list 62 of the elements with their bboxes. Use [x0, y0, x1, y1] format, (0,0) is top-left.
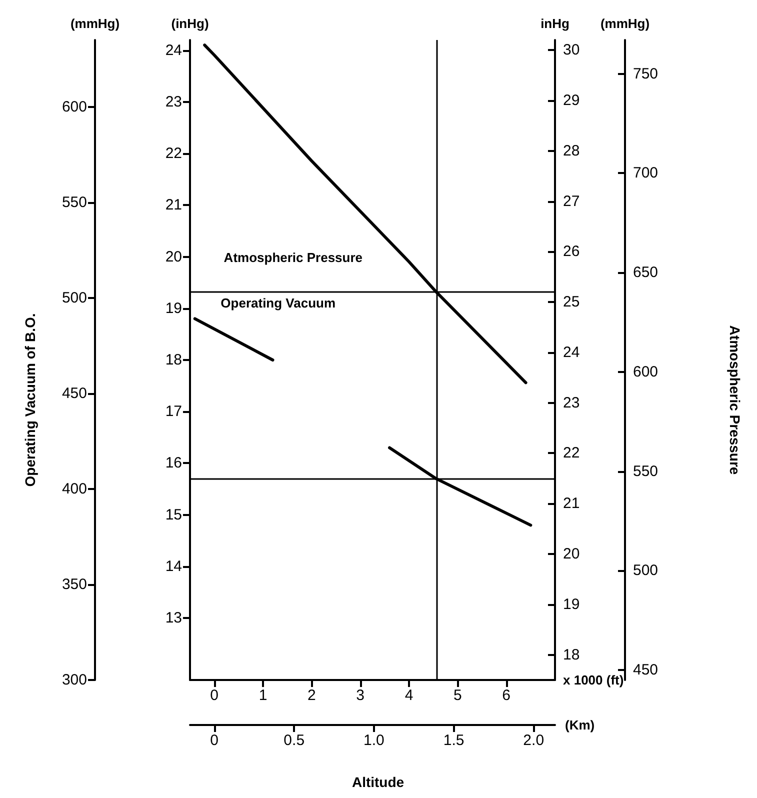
y3-tick-label: 600 — [633, 363, 658, 380]
text: 350 — [62, 576, 87, 594]
series-label: Atmospheric Pressure — [224, 250, 363, 266]
x2-tick-label: 2.0 — [523, 732, 544, 749]
text: (mmHg) — [70, 16, 120, 31]
x-tick-label: 3 — [356, 687, 365, 704]
y2-tick-label: 18 — [563, 646, 580, 664]
text: Atmospheric Pressure — [727, 325, 743, 475]
y-tick-label: 16 — [165, 454, 182, 472]
x-tick-label: 4 — [404, 687, 414, 704]
y2-tick-label: 28 — [563, 142, 580, 160]
y-tick-label: 23 — [165, 93, 182, 110]
x2-tick-label: 1.0 — [364, 732, 384, 749]
text: 550 — [62, 194, 87, 212]
y3-tick-label: 450 — [633, 662, 658, 679]
y3-tick-label: 650 — [633, 264, 658, 282]
y3-tick-label: 500 — [633, 562, 658, 580]
y2-tick-label: 21 — [563, 495, 580, 512]
y-tick-label: 22 — [165, 145, 182, 162]
y2-tick-label: 30 — [563, 42, 580, 59]
x2-axis-title: (Km) — [565, 718, 595, 732]
y-tick-label: 15 — [165, 506, 182, 524]
y2-tick-label: 26 — [563, 243, 580, 260]
y-tick-label: 14 — [165, 558, 182, 575]
x-axis-title: x 1000 (ft) — [563, 672, 624, 688]
y-tick-label: 21 — [165, 196, 182, 214]
y3-tick-label: 750 — [633, 65, 658, 82]
y2-tick-label: 29 — [563, 92, 580, 109]
y2-axis-title: inHg — [540, 16, 570, 31]
y-tick-label: 20 — [165, 248, 182, 266]
y3-axis-title: (mmHg) — [600, 16, 650, 31]
y2-tick-label: 23 — [563, 394, 580, 412]
y2-tick-label: 22 — [563, 444, 580, 462]
x-tick-label: 2 — [307, 687, 316, 704]
text: 300 — [62, 672, 87, 688]
y3-tick-label: 550 — [633, 462, 658, 480]
text: 500 — [62, 290, 87, 307]
x-tick-label: 1 — [258, 687, 268, 704]
x-tick-label: 5 — [453, 687, 462, 704]
y-tick-label: 18 — [165, 352, 182, 368]
y2-tick-label: 19 — [563, 596, 580, 613]
x2-tick-label: 0.5 — [284, 732, 305, 749]
text: 600 — [62, 98, 87, 116]
text: 400 — [62, 480, 87, 498]
x2-tick-label: 0 — [210, 732, 218, 749]
text: Altitude — [352, 774, 404, 790]
text: 450 — [62, 385, 87, 402]
y2-tick-label: 20 — [563, 546, 580, 563]
y-tick-label: 24 — [165, 42, 182, 59]
series-label: Operating Vacuum — [220, 296, 336, 311]
x-tick-label: 6 — [502, 687, 511, 704]
x2-tick-label: 1.5 — [443, 732, 464, 749]
y-axis-title: (inHg) — [171, 16, 209, 31]
text: Operating Vacuum of B.O. — [22, 313, 38, 487]
x-tick-label: 0 — [210, 687, 219, 704]
y2-tick-label: 25 — [563, 294, 580, 311]
y-tick-label: 13 — [165, 610, 182, 627]
y-tick-label: 17 — [165, 403, 182, 420]
y2-tick-label: 24 — [563, 344, 580, 361]
y3-tick-label: 700 — [633, 164, 658, 182]
y2-tick-label: 27 — [563, 192, 580, 210]
y-tick-label: 19 — [165, 300, 182, 317]
